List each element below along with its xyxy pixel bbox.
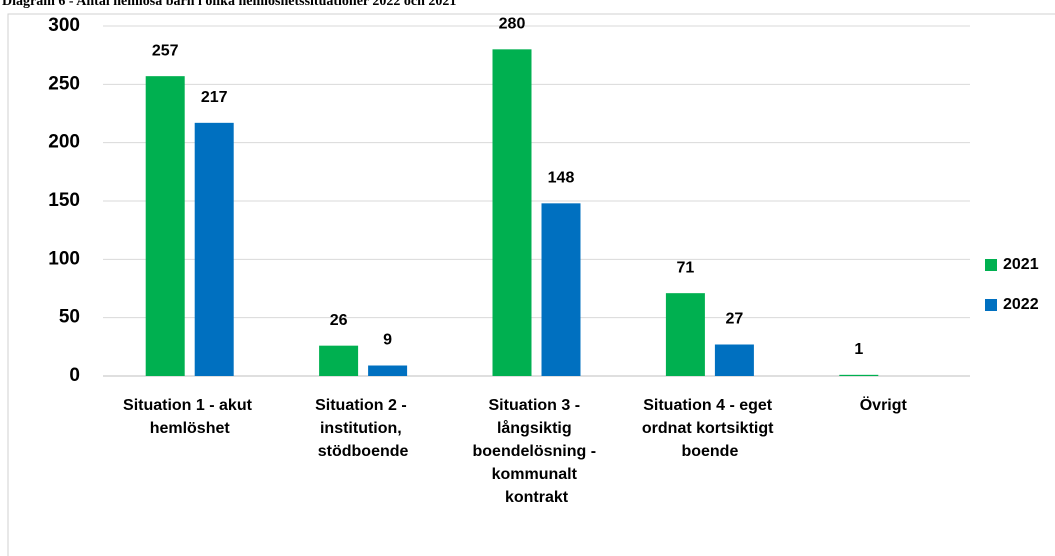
x-tick-label: Övrigt [860,395,908,414]
data-label: 257 [152,42,179,59]
legend-label: 2022 [1003,296,1039,313]
x-tick-label: Situation 4 - eget ordnat kortsiktigt bo… [642,397,778,460]
bar [839,374,879,376]
legend-swatch [985,299,997,311]
data-label: 9 [383,332,392,349]
bar [145,76,185,377]
x-tick-label: Situation 2 - institution, stödboende [315,397,411,460]
data-label: 217 [201,89,228,106]
bar [368,365,408,376]
data-label: 280 [499,16,526,33]
data-label: 148 [548,170,575,187]
y-tick-label: 100 [48,248,80,269]
y-tick-label: 150 [48,190,80,211]
legend-label: 2021 [1003,256,1039,273]
chart-frame [7,13,1055,556]
x-tick-label: Situation 3 - långsiktig boendelösning -… [473,397,601,506]
y-tick-label: 50 [59,307,80,328]
data-label: 27 [726,311,744,328]
y-tick-label: 0 [69,365,80,386]
data-label: 71 [677,259,695,276]
bar [492,49,532,376]
x-tick-label: Situation 1 - akut hemlöshet [123,397,256,437]
data-label: 1 [854,341,863,358]
legend-swatch [985,259,997,271]
data-label: 26 [330,312,348,329]
bar [194,122,234,376]
bar [541,203,581,376]
y-tick-label: 200 [48,132,80,153]
chart-title: Diagram 6 - Antal hemlösa barn i olika h… [2,0,456,9]
bar [714,344,754,376]
bar [319,345,359,376]
y-tick-label: 250 [48,73,80,94]
y-tick-label: 300 [48,15,80,36]
bar [665,293,705,376]
